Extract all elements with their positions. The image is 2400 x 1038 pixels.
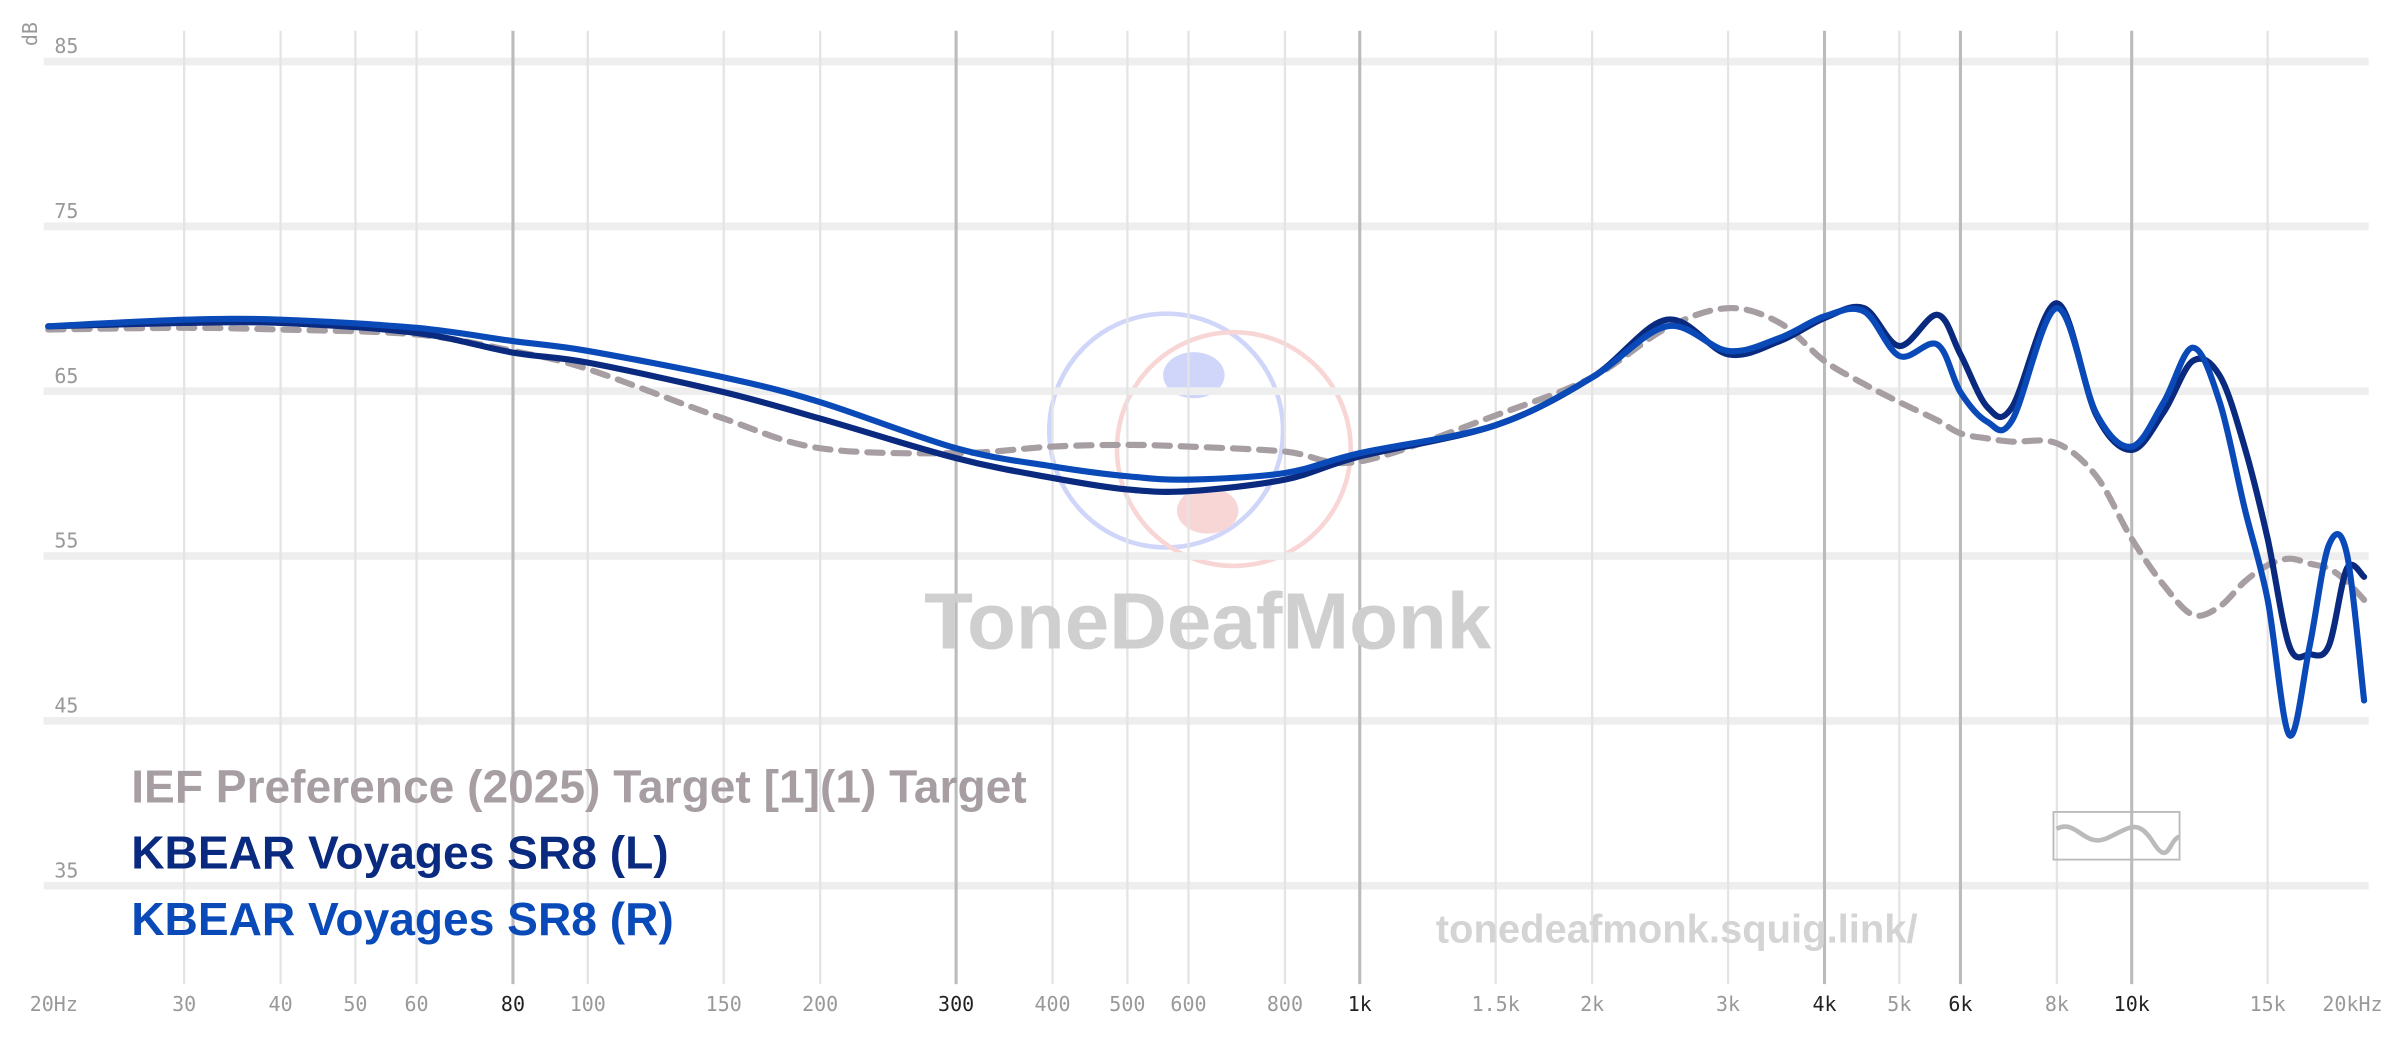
y-tick-label: 85 (54, 34, 78, 58)
x-tick-label: 800 (1267, 992, 1303, 1016)
grid: 35 45 55 65 75 85 20Hz 30 40 50 60 80 100 150 200 300 40… (30, 30, 2383, 1016)
icon-curve (2055, 824, 2181, 856)
x-tick-label: 200 (802, 992, 838, 1016)
icon-frame (2052, 811, 2181, 861)
y-tick-label: 35 (54, 858, 78, 882)
x-tick-label: 6k (1948, 992, 1972, 1016)
legend-entry: IEF Preference (2025) Target [1](1) Targ… (131, 761, 1026, 813)
x-tick-label: 4k (1812, 992, 1836, 1016)
x-tick-label: 2k (1580, 992, 1604, 1016)
response-curve (45, 300, 2368, 661)
x-tick-label: 1k (1348, 992, 1372, 1016)
logo-blob (1163, 352, 1225, 399)
x-tick-label: 100 (570, 992, 606, 1016)
x-tick-label: 400 (1034, 992, 1070, 1016)
logo-ring (1114, 329, 1354, 569)
x-tick-label: 500 (1109, 992, 1145, 1016)
x-tick-label: 40 (269, 992, 293, 1016)
x-tick-label: 80 (501, 992, 525, 1016)
x-tick-label: 20kHz (2322, 992, 2382, 1016)
x-tick-label: 1.5k (1472, 992, 1520, 1016)
x-tick-label: 150 (706, 992, 742, 1016)
x-tick-label: 600 (1170, 992, 1206, 1016)
x-tick-label: 300 (938, 992, 974, 1016)
x-tick-label: 10k (2114, 992, 2150, 1016)
y-tick-label: 45 (54, 694, 78, 718)
x-tick-label: 30 (172, 992, 196, 1016)
x-tick-label: 3k (1716, 992, 1740, 1016)
response-curve (45, 305, 2368, 739)
x-tick-label: 60 (404, 992, 428, 1016)
y-tick-label: 75 (54, 199, 78, 223)
x-tick-label: 8k (2045, 992, 2069, 1016)
logo-ring (1046, 311, 1286, 550)
legend: IEF Preference (2025) Target [1](1) Targ… (131, 761, 1026, 945)
y-axis-label: dB (18, 22, 42, 46)
x-tick-label: 50 (343, 992, 367, 1016)
legend-entry: KBEAR Voyages SR8 (L) (131, 827, 668, 879)
x-tick-label: 5k (1887, 992, 1911, 1016)
response-curve (45, 305, 2368, 619)
logo-blob (1176, 487, 1239, 534)
watermark: ToneDeafMonk (924, 577, 1492, 666)
x-tick-label: 15k (2250, 992, 2286, 1016)
x-tick-label: 20Hz (30, 992, 78, 1016)
y-tick-label: 65 (54, 364, 78, 388)
y-tick-label: 55 (54, 529, 78, 553)
logo (1046, 311, 1354, 569)
curves (45, 300, 2368, 739)
url: tonedeafmonk.squig.link/ (1436, 907, 1918, 951)
legend-entry: KBEAR Voyages SR8 (R) (131, 893, 674, 945)
icon (2052, 811, 2181, 861)
